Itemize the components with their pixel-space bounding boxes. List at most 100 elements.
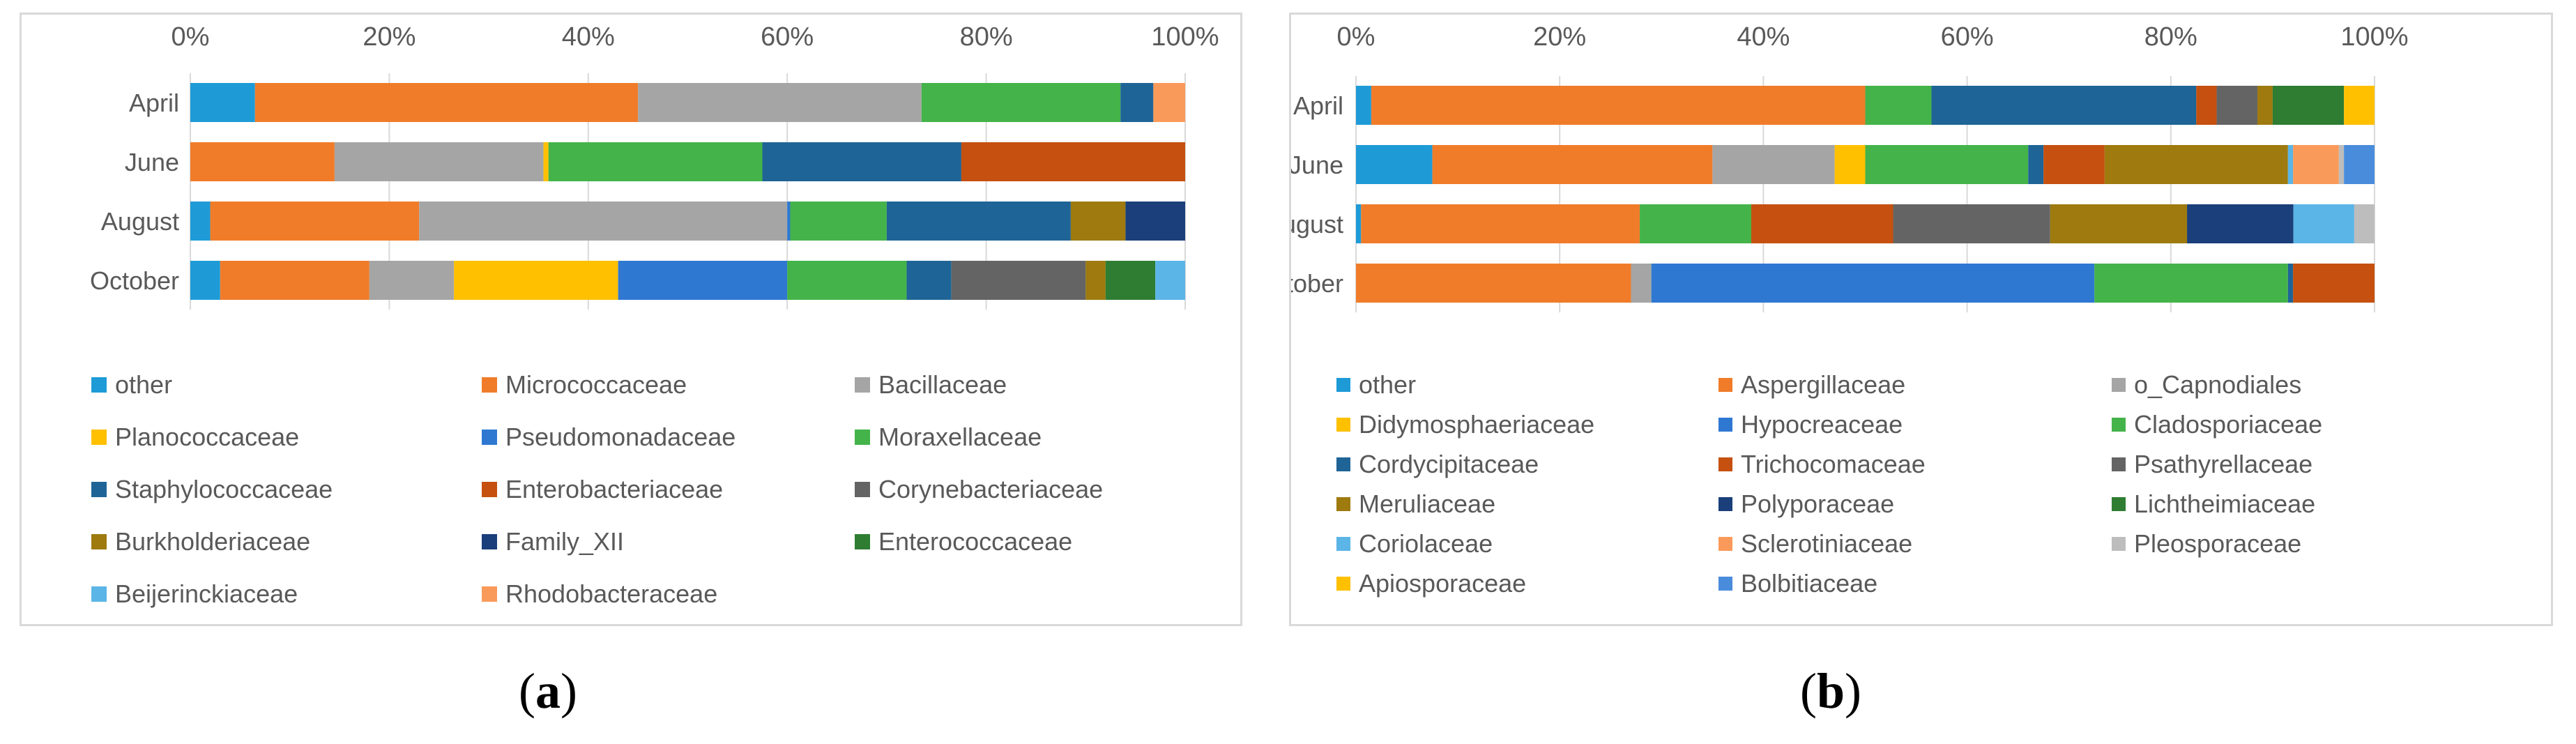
legend-label-a: Planococcaceae [115,423,299,451]
bar-segment-a-beijerinckiaceae [1155,261,1185,300]
bar-segment-b-cladosporiaceae [2094,264,2288,303]
bar-segment-b-sclerotiniaceae [2293,145,2339,184]
bar-segment-b-aspergillaceae [1356,264,1631,303]
bar-segment-b-cordycipitaceae [2028,145,2044,184]
legend-swatch-b [2112,537,2126,551]
legend-label-a: Micrococcaceae [505,370,687,399]
bar-segment-b-lichtheimiaceae [2272,86,2345,125]
bar-segment-a-enterococcaceae [1105,261,1156,300]
bar-segment-b-aspergillaceae [1371,86,1866,125]
bar-segment-b-meruliaceae [2050,204,2188,243]
panel-label-b: (b) [1800,663,1862,719]
legend-label-a: Moraxellaceae [878,423,1042,451]
legend-label-b: Polyporaceae [1741,489,1894,518]
bar-segment-a-moraxellaceae [787,261,907,300]
bar-segment-a-staphylococcaceae [906,261,952,300]
legend-label-b: Aspergillaceae [1741,370,1905,399]
x-tick-label-b: 40% [1737,22,1790,52]
legend-label-a: other [115,370,172,399]
legend-swatch-a [855,430,870,445]
bar-segment-b-coriolaceae [2287,145,2294,184]
bar-segment-a-micrococcaceae [210,202,420,241]
legend-swatch-b [1718,457,1732,471]
bar-segment-a-moraxellaceae [921,83,1121,122]
x-tick-label-b: 80% [2144,22,2197,52]
bar-segment-b-aspergillaceae [1361,204,1640,243]
legend-swatch-a [91,534,107,549]
bar-segment-a-moraxellaceae [548,142,763,181]
bar-segment-a-burkholderiaceae [1085,261,1106,300]
bar-segment-b-hypocreaceae [1651,264,2095,303]
x-tick-label-b: 0% [1337,22,1375,52]
legend-swatch-a [482,377,497,393]
bar-segment-a-staphylococcaceae [762,142,961,181]
bar-segment-b-trichocomaceae [2043,145,2105,184]
bar-segment-b-trichocomaceae [2196,86,2217,125]
bar-segment-a-other [190,83,255,122]
bar-segment-b-psathyrellaceae [2216,86,2257,125]
bar-segment-b-apiosporaceae [2344,86,2375,125]
bar-segment-a-other [190,261,220,300]
legend-swatch-b [1336,418,1350,432]
bar-segment-a-planococcaceae [454,261,618,300]
legend-swatch-a [91,482,107,497]
legend-label-a: Pseudomonadaceae [505,423,736,451]
bar-segment-a-micrococcaceae [220,261,369,300]
legend-label-b: Cladosporiaceae [2134,410,2322,439]
legend-swatch-b [2112,497,2126,511]
bar-segment-a-staphylococcaceae [886,202,1071,241]
bar-segment-a-staphylococcaceae [1120,83,1154,122]
bar-segment-a-burkholderiaceae [1070,202,1126,241]
legend-label-b: Psathyrellaceae [2134,450,2312,478]
bar-segment-a-bacillaceae [419,202,788,241]
bar-segment-a-pseudomonadaceae [618,261,788,300]
legend-swatch-b [1336,577,1350,591]
legend-swatch-a [91,377,107,393]
bar-segment-b-cladosporiaceae [1865,86,1932,125]
x-tick-label-a: 60% [761,22,814,52]
bar-segment-a-bacillaceae [638,83,922,122]
bar-segment-a-family-xii [1125,202,1185,241]
bar-segment-b-pleosporaceae [2354,204,2375,243]
bar-segment-b-other [1356,145,1433,184]
legend-label-b: Trichocomaceae [1741,450,1926,478]
legend-label-b: Coriolaceae [1359,529,1493,558]
x-tick-label-a: 40% [562,22,615,52]
bar-segment-b-psathyrellaceae [1893,204,2050,243]
chart-panel-b: 0% 20% 40% 60% 80% 100% April June August October… [1289,13,2553,626]
chart-panel-a: 0% 20% 40% 60% 80% 100% April June August October… [20,13,1242,626]
bar-segment-a-other [190,202,211,241]
x-tick-label-a: 20% [363,22,416,52]
category-label-b: August [1291,210,1343,238]
legend-swatch-b [1336,497,1350,511]
legend-label-b: Didymosphaeriaceae [1359,410,1594,439]
legend-label-a: Staphylococcaceae [115,475,333,503]
legend-swatch-b [1718,418,1732,432]
legend-swatch-a [91,586,107,602]
legend-swatch-b [1718,537,1732,551]
bar-segment-a-bacillaceae [334,142,544,181]
x-tick-label-b: 60% [1941,22,1994,52]
legend-label-a: Enterobacteriaceae [505,475,723,503]
category-label-b: October [1291,269,1343,298]
bar-segment-b-cladosporiaceae [1865,145,2029,184]
legend-swatch-b [1718,378,1732,392]
bar-segment-b-cladosporiaceae [1640,204,1751,243]
legend-swatch-b [2112,378,2126,392]
legend-label-b: Lichtheimiaceae [2134,489,2315,518]
bar-segment-a-enterobacteriaceae [961,142,1185,181]
category-label-a: April [129,89,179,117]
x-tick-label-a: 100% [1151,22,1219,52]
bar-segment-a-pseudomonadaceae [787,202,791,241]
panel-label-a-letter: a [535,663,561,719]
legend-swatch-a [855,377,870,393]
category-label-b: April [1293,91,1343,120]
legend-label-b: Pleosporaceae [2134,529,2301,558]
bar-segment-b-trichocomaceae [2293,264,2375,303]
legend-swatch-a [482,430,497,445]
bar-segment-a-planococcaceae [543,142,549,181]
bar-segment-a-bacillaceae [369,261,455,300]
legend-label-a: Bacillaceae [878,370,1007,399]
legend-label-a: Family_XII [505,527,624,556]
legend-label-b: o_Capnodiales [2134,370,2301,399]
